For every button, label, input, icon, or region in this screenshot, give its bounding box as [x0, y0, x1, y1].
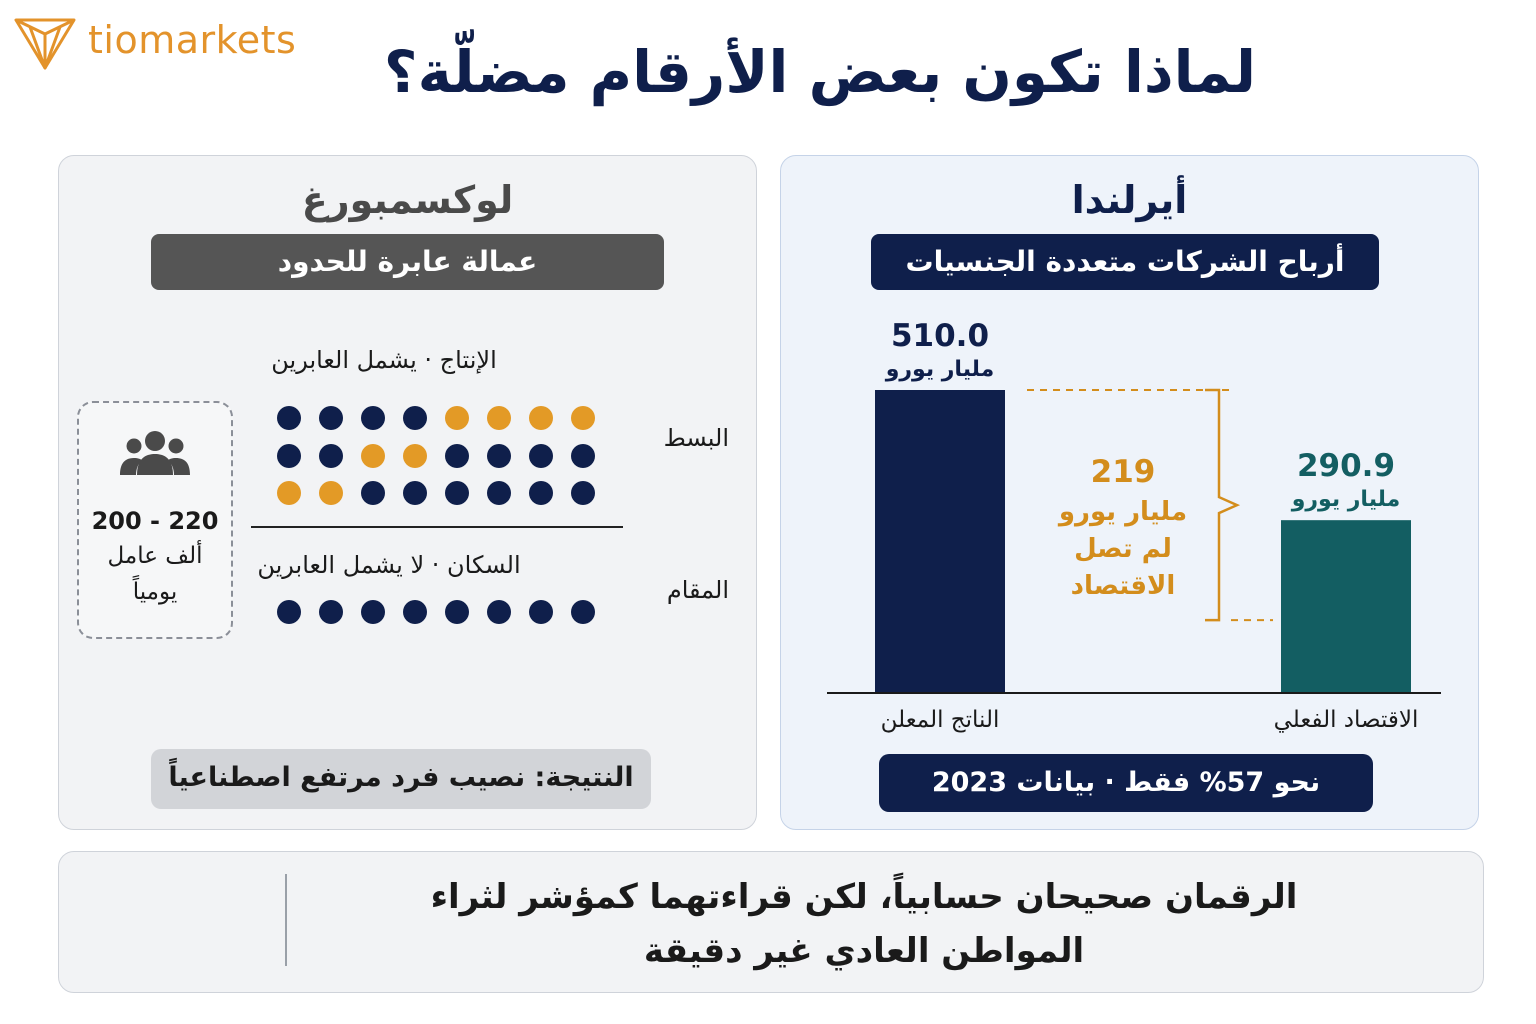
cross-border-worker-dot [571, 406, 595, 430]
resident-dot [361, 406, 385, 430]
note-divider [285, 874, 287, 966]
resident-dot [487, 481, 511, 505]
denominator-label: المقام [666, 576, 729, 604]
ireland-title: أيرلندا [1071, 178, 1188, 222]
gap-value-label: 219 [1091, 454, 1156, 490]
category-label: الناتج المعلن [881, 707, 1000, 733]
ireland-bar-chart: 510.0 مليار يورو الناتج المعلن 290.9 مليار ي… [827, 318, 1441, 733]
resident-dot [529, 600, 553, 624]
tiomarkets-logo: tiomarkets [10, 12, 330, 72]
resident-dot [319, 444, 343, 468]
bar-unit-label: مليار يورو [885, 357, 995, 382]
luxembourg-banner: عمالة عابرة للحدود [151, 234, 664, 290]
workers-unit: ألف عامل [107, 543, 203, 569]
cross-border-worker-dot [277, 481, 301, 505]
bar-2 [1281, 520, 1411, 693]
luxembourg-panel: لوكسمبورغ عمالة عابرة للحدود الإنتاج · ي… [58, 155, 757, 830]
numerator-label: البسط [663, 424, 729, 452]
fraction-divider [251, 526, 623, 528]
bar-value-label: 510.0 [891, 318, 989, 354]
resident-dot [445, 481, 469, 505]
cross-border-worker-dot [403, 444, 427, 468]
resident-dot [571, 444, 595, 468]
gap-text-line: الاقتصاد [1071, 571, 1176, 601]
resident-dot [361, 600, 385, 624]
cross-border-worker-dot [529, 406, 553, 430]
ireland-footer: نحو 57% فقط · بيانات 2023 [879, 754, 1373, 812]
cross-border-workers-box: 200 - 220 ألف عامل يومياً [77, 401, 233, 639]
bar-1 [875, 390, 1005, 693]
resident-dot [319, 406, 343, 430]
gap-text-line: لم تصل [1074, 534, 1172, 564]
bar-value-label: 290.9 [1297, 448, 1395, 484]
cross-border-worker-dot [445, 406, 469, 430]
resident-dot [361, 481, 385, 505]
resident-dot [403, 600, 427, 624]
gap-brace [1205, 388, 1241, 622]
production-label: الإنتاج · يشمل العابرين [271, 346, 497, 374]
luxembourg-result: النتيجة: نصيب فرد مرتفع اصطناعياً [151, 749, 651, 809]
gap-text-line: مليار يورو [1057, 497, 1187, 527]
page-title: لماذا تكون بعض الأرقام مضلّة؟ [383, 38, 1257, 106]
resident-dot [571, 600, 595, 624]
resident-dot [487, 600, 511, 624]
resident-dot [571, 481, 595, 505]
conclusion-text: الرقمان صحيحان حسابياً، لكن قراءتهما كمؤ… [430, 877, 1298, 971]
resident-dot [319, 600, 343, 624]
cross-border-worker-dot [319, 481, 343, 505]
tiomarkets-logo-icon [14, 18, 76, 70]
category-label: الاقتصاد الفعلي [1274, 707, 1419, 733]
resident-dot [403, 481, 427, 505]
workers-frequency: يومياً [132, 579, 178, 605]
brand-name: tiomarkets [88, 18, 297, 62]
resident-dot [487, 444, 511, 468]
ireland-banner: أرباح الشركات متعددة الجنسيات [871, 234, 1379, 290]
conclusion-note: الرقمان صحيحان حسابياً، لكن قراءتهما كمؤ… [58, 851, 1484, 993]
resident-dot [277, 444, 301, 468]
resident-dot [529, 444, 553, 468]
people-group-icon [120, 431, 190, 475]
resident-dot [403, 406, 427, 430]
luxembourg-title: لوكسمبورغ [301, 178, 514, 222]
cross-border-worker-dot [361, 444, 385, 468]
ireland-panel: 510.0 مليار يورو الناتج المعلن 290.9 مليار ي… [780, 155, 1479, 830]
resident-dot [445, 600, 469, 624]
cross-border-worker-dot [487, 406, 511, 430]
resident-dot [277, 600, 301, 624]
resident-dot [529, 481, 553, 505]
bar-unit-label: مليار يورو [1291, 487, 1401, 512]
resident-dot [277, 406, 301, 430]
population-label: السكان · لا يشمل العابرين [257, 551, 521, 579]
workers-range: 200 - 220 [91, 507, 219, 535]
resident-dot [445, 444, 469, 468]
